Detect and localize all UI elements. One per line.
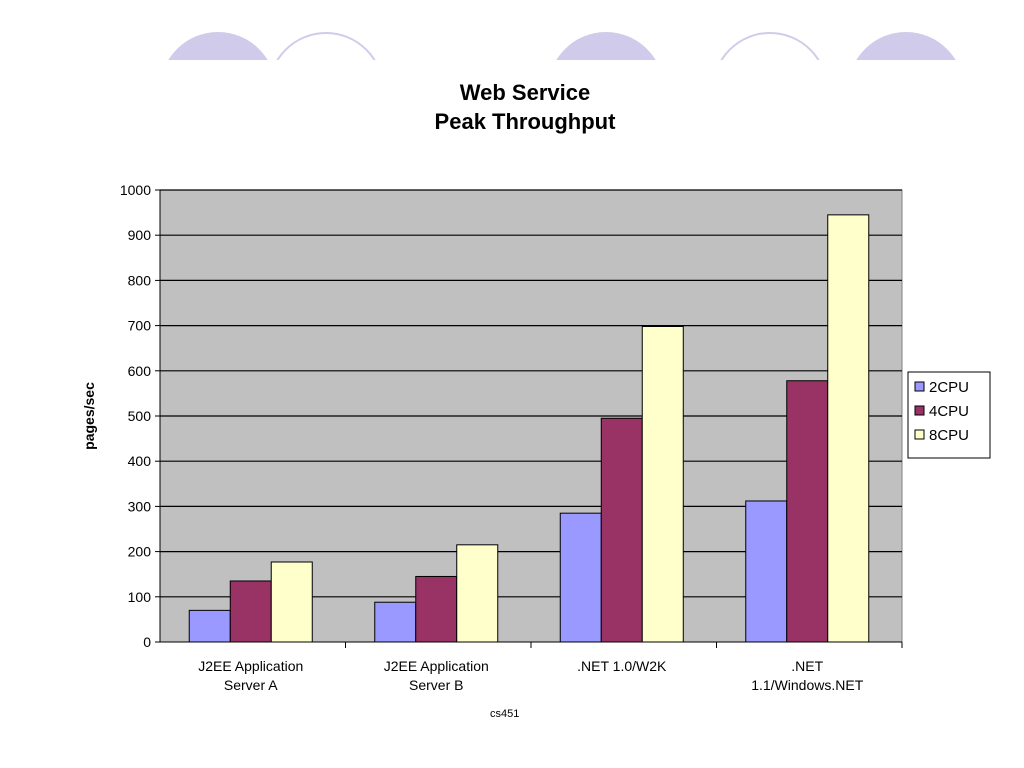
bar-8cpu-3: [641, 326, 684, 643]
y-tick-label: 500: [128, 408, 152, 424]
footer-label: cs451: [490, 708, 520, 720]
x-category-label: .NET 1.0/W2K: [577, 658, 667, 674]
x-category-label: J2EE Application: [198, 658, 303, 674]
y-tick-label: 1000: [120, 182, 151, 198]
x-category-label: .NET: [791, 658, 823, 674]
bar-2cpu-2: [374, 601, 417, 643]
x-category-label: Server A: [224, 677, 278, 693]
legend-label-2cpu: 2CPU: [929, 379, 969, 396]
bar-4cpu-2: [415, 575, 458, 643]
bar-8cpu-1: [270, 561, 313, 643]
x-category-label: 1.1/Windows.NET: [751, 677, 863, 693]
chart-title-line: Peak Throughput: [435, 109, 617, 134]
bar-4cpu-1: [229, 580, 272, 643]
y-tick-label: 100: [128, 589, 152, 605]
throughput-chart: Web Service Peak Throughput 0 100 200 300 400 5…: [81, 80, 991, 693]
x-category-label: Server B: [409, 677, 463, 693]
y-tick-label: 0: [143, 634, 151, 650]
y-tick-label: 800: [128, 272, 152, 288]
bar-4cpu-4: [786, 380, 829, 643]
bar-4cpu-3: [600, 417, 643, 643]
legend-swatch-4cpu: [914, 405, 925, 416]
y-tick-label: 300: [128, 498, 152, 514]
legend-label-8cpu: 8CPU: [929, 427, 969, 444]
chart-title-line: Web Service: [460, 80, 590, 105]
legend-swatch-2cpu: [914, 381, 925, 392]
y-tick-label: 200: [128, 544, 152, 560]
bar-8cpu-4: [827, 214, 870, 643]
y-tick-label: 700: [128, 318, 152, 334]
y-tick-label: 900: [128, 227, 152, 243]
bar-2cpu-4: [745, 500, 788, 643]
y-axis-title: pages/sec: [81, 382, 97, 450]
x-category-label: J2EE Application: [384, 658, 489, 674]
y-tick-label: 400: [128, 453, 152, 469]
legend-swatch-8cpu: [914, 429, 925, 440]
bar-2cpu-1: [188, 609, 231, 643]
bar-8cpu-2: [456, 544, 499, 643]
legend-label-4cpu: 4CPU: [929, 403, 969, 420]
bar-2cpu-3: [559, 512, 602, 643]
slide-panel: Web Service Peak Throughput 0 100 200 300 400 5…: [50, 60, 1000, 710]
y-tick-label: 600: [128, 363, 152, 379]
